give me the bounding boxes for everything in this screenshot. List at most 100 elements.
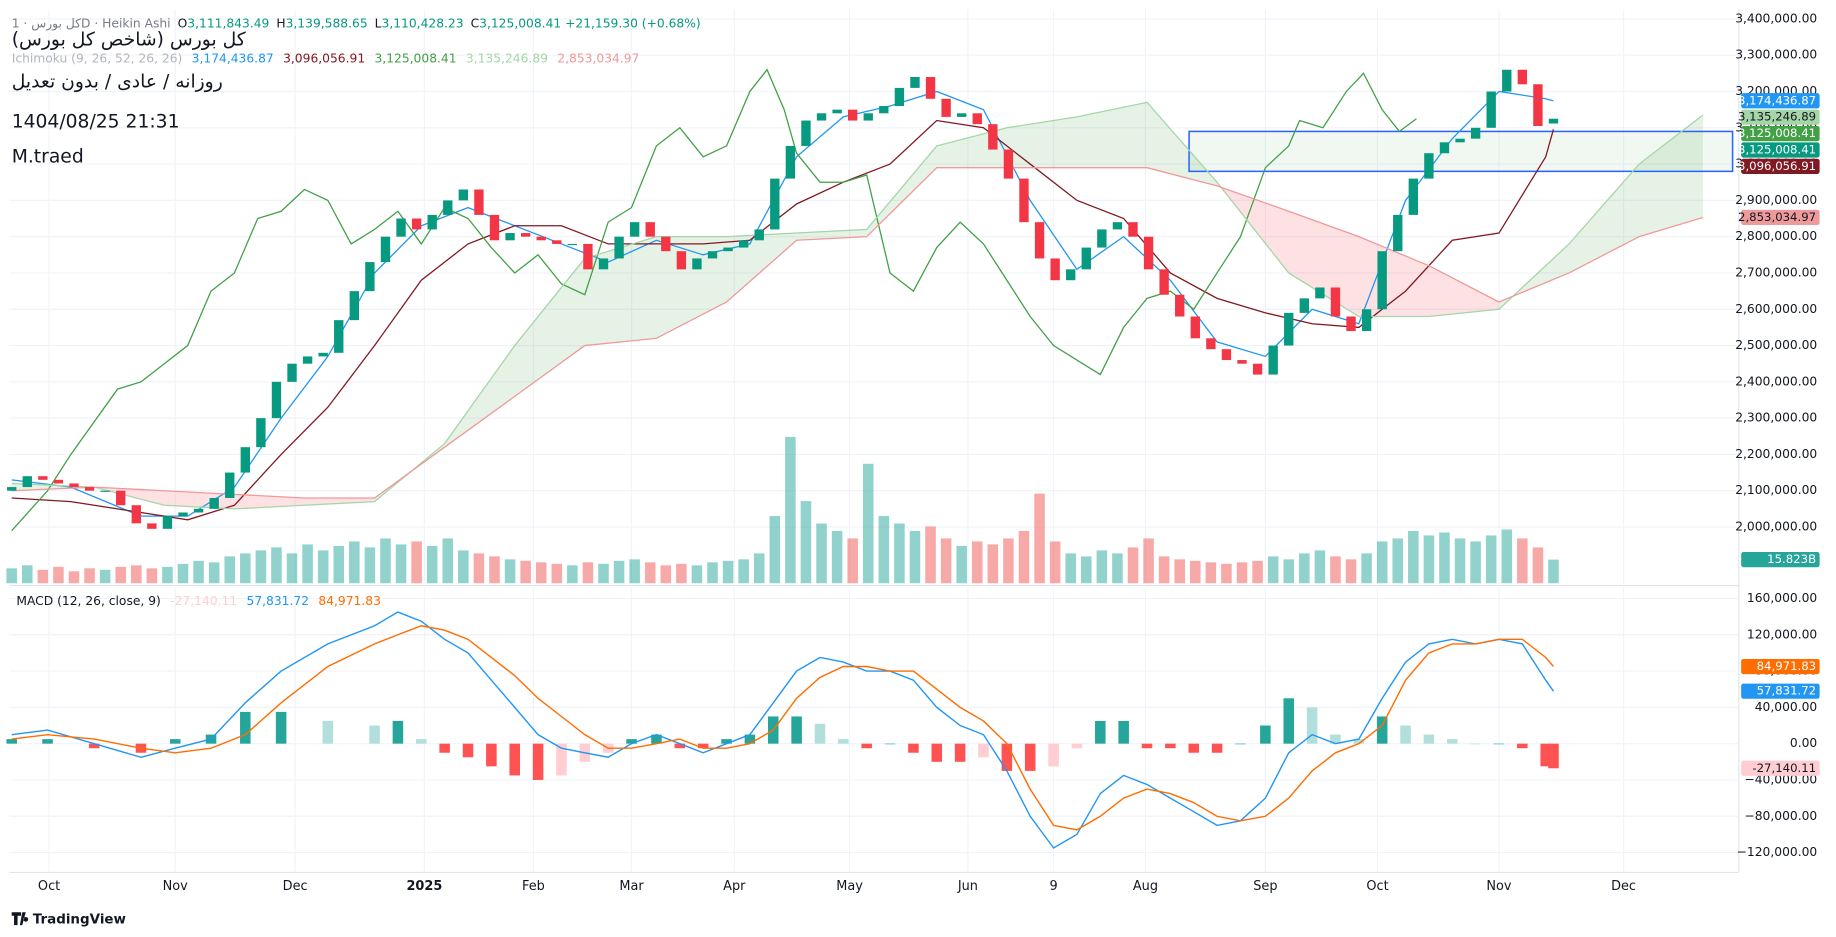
candle bbox=[1050, 258, 1060, 281]
histogram-bar bbox=[791, 716, 802, 744]
candle bbox=[1377, 251, 1387, 310]
volume-bar bbox=[738, 559, 749, 584]
candle bbox=[1252, 363, 1263, 375]
rectangle-drawing bbox=[1188, 130, 1734, 173]
ohlc-value: 3,110,428.23 bbox=[382, 16, 464, 30]
candle bbox=[816, 113, 827, 121]
candle bbox=[536, 236, 546, 241]
candle bbox=[723, 247, 733, 252]
candle bbox=[894, 87, 905, 107]
volume-bar bbox=[286, 553, 298, 584]
candle bbox=[256, 418, 266, 448]
histogram-bar bbox=[6, 739, 17, 744]
volume-bar bbox=[1034, 493, 1045, 584]
cloud-fill bbox=[1288, 211, 1359, 317]
y-tick-label: 160,000.00 bbox=[1747, 591, 1817, 605]
volume-bar bbox=[1096, 550, 1108, 584]
candle bbox=[287, 363, 297, 382]
candle bbox=[302, 356, 313, 364]
histogram-bar bbox=[88, 743, 100, 749]
histogram-bar bbox=[439, 743, 450, 753]
candle bbox=[1175, 294, 1185, 317]
histogram-bar bbox=[721, 739, 732, 744]
y-tick-label: 2,200,000.00 bbox=[1735, 447, 1817, 461]
volume-bar bbox=[131, 565, 142, 584]
y-tick-label: 2,900,000.00 bbox=[1735, 193, 1817, 207]
labels: کل بورس · 1D · Heikin Ashi O3,111,843.49 H… bbox=[11, 11, 1820, 927]
candle bbox=[1237, 360, 1247, 364]
volume-bar bbox=[22, 565, 33, 584]
volume-bar bbox=[1408, 530, 1419, 584]
candle bbox=[1081, 247, 1091, 270]
volume-bar bbox=[1003, 538, 1014, 584]
volume-bar bbox=[800, 501, 812, 584]
candle bbox=[770, 178, 780, 230]
volume-bar bbox=[1221, 563, 1232, 584]
price-badge bbox=[1741, 142, 1820, 158]
volume-bar bbox=[722, 560, 734, 584]
volume-bar bbox=[146, 568, 158, 584]
volume-bar bbox=[1299, 553, 1310, 584]
overlay-text: M.traed bbox=[12, 147, 84, 168]
symbol: کل بورس · 1D · Heikin Ashi bbox=[12, 16, 171, 31]
cloud-fill bbox=[866, 145, 937, 237]
indicator-title: Ichimoku (9, 26, 52, 26, 26) bbox=[12, 51, 183, 65]
candle bbox=[1097, 229, 1107, 248]
volume-bar bbox=[1236, 562, 1248, 584]
volume-bar bbox=[940, 538, 952, 584]
volume-bar bbox=[1049, 541, 1061, 584]
candle bbox=[1268, 345, 1278, 375]
candle bbox=[505, 233, 515, 241]
volume-bar bbox=[1454, 538, 1466, 584]
histogram-bar bbox=[1353, 739, 1365, 744]
histogram-bar bbox=[814, 723, 826, 744]
volume-bar bbox=[504, 559, 516, 584]
candle bbox=[879, 106, 889, 114]
candle bbox=[863, 113, 873, 121]
histogram-bar bbox=[509, 743, 520, 776]
histogram-bar bbox=[1517, 743, 1528, 749]
price-badge bbox=[1741, 683, 1820, 699]
indicator-line bbox=[11, 101, 1704, 510]
ohlc-key: O bbox=[178, 16, 188, 30]
volume-bar bbox=[1205, 562, 1217, 584]
macd-line bbox=[11, 611, 1555, 849]
price-badge-label: 3,125,008.41 bbox=[1738, 142, 1816, 156]
histogram-bar bbox=[908, 743, 919, 753]
x-tick-label: Nov bbox=[163, 879, 189, 894]
price-badge-label: 3,174,436.87 bbox=[1738, 93, 1816, 107]
legend-value: 84,971.83 bbox=[318, 593, 381, 607]
histogram-bar bbox=[651, 734, 662, 744]
y-tick-label: 2,400,000.00 bbox=[1735, 374, 1817, 388]
volume-bar bbox=[1112, 553, 1123, 584]
x-tick-label: Apr bbox=[723, 879, 746, 894]
candle bbox=[614, 236, 624, 259]
volume-bar bbox=[1127, 547, 1139, 584]
volume-bar bbox=[644, 562, 656, 584]
volume-bar bbox=[847, 538, 858, 584]
candle bbox=[349, 291, 360, 321]
candle bbox=[116, 490, 126, 506]
histogram-bar bbox=[1211, 743, 1223, 753]
histogram-bar bbox=[416, 739, 427, 744]
volume-bar bbox=[1252, 560, 1263, 584]
candle bbox=[1159, 269, 1169, 295]
candle bbox=[1034, 222, 1045, 259]
y-tick-label: 3,300,000.00 bbox=[1735, 48, 1817, 62]
volume-bar bbox=[489, 556, 500, 584]
volume-bar bbox=[317, 550, 329, 584]
volume-bar bbox=[676, 563, 687, 584]
candle bbox=[1361, 309, 1372, 332]
histogram-bar bbox=[532, 743, 544, 780]
candle bbox=[629, 222, 640, 237]
change: +21,159.30 (+0.68%) bbox=[565, 16, 701, 30]
candle bbox=[209, 497, 219, 509]
cloud-fill bbox=[1076, 102, 1148, 168]
histogram-bar bbox=[884, 743, 896, 745]
cloud-fill bbox=[1428, 265, 1500, 317]
volume-bar bbox=[785, 436, 796, 584]
ohlc-value: 3,125,008.41 bbox=[479, 16, 561, 30]
histogram-bar bbox=[954, 743, 966, 762]
histogram-bar bbox=[240, 711, 251, 744]
